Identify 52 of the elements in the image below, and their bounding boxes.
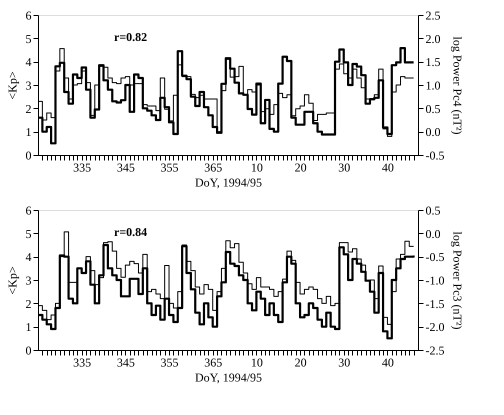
x-axis-title: DoY, 1994/95 <box>194 370 262 384</box>
y2-tick-label: -2.5 <box>426 344 444 358</box>
y2-tick-label: 0.5 <box>426 102 440 116</box>
y-tick-label: 6 <box>26 204 32 218</box>
y-tick-label: 4 <box>26 55 32 70</box>
y2-tick-label: -0.5 <box>426 250 444 264</box>
y2-tick-label: -2.0 <box>426 320 444 334</box>
x-tick-label: 365 <box>204 160 222 174</box>
y2-tick-label: 2.0 <box>426 32 440 46</box>
y2-tick-label: 1.0 <box>426 78 440 92</box>
x-tick-label: 20 <box>294 356 307 370</box>
y-tick-label: 0 <box>26 344 32 358</box>
y-axis-title: <Kp> <box>6 71 20 100</box>
annotation: r=0.84 <box>114 225 148 239</box>
y2-axis-title: log Power Pc3 (nT²) <box>450 232 464 330</box>
y2-tick-label: 2.5 <box>426 8 440 22</box>
y-tick-label: 2 <box>26 296 32 311</box>
y-tick-label: 2 <box>26 102 32 116</box>
x-tick-label: 10 <box>250 356 263 370</box>
x-tick-label: 10 <box>250 160 263 174</box>
x-axis-title: DoY, 1994/95 <box>194 176 262 190</box>
x-tick-label: 355 <box>160 356 179 370</box>
y-tick-label: 0 <box>26 148 32 162</box>
x-tick-label: 20 <box>294 160 307 174</box>
y2-tick-label: -0.5 <box>426 148 444 162</box>
y-tick-label: 4 <box>26 250 32 264</box>
x-tick-label: 345 <box>116 356 135 370</box>
annotation: r=0.82 <box>114 30 148 44</box>
y-tick-label: 1 <box>26 320 32 334</box>
y-tick-label: 5 <box>26 32 32 46</box>
x-tick-label: 30 <box>338 160 350 174</box>
y-tick-label: 3 <box>26 274 32 288</box>
y-tick-label: 1 <box>26 125 32 140</box>
y2-axis-title: log Power Pc4 (nT²) <box>450 36 464 134</box>
x-tick-label: 345 <box>116 160 135 174</box>
x-tick-label: 40 <box>382 160 394 174</box>
x-tick-label: 40 <box>382 356 394 370</box>
y2-tick-label: 0.0 <box>426 226 440 241</box>
y2-tick-label: -1.0 <box>426 274 444 288</box>
y2-tick-label: 1.5 <box>426 55 440 70</box>
y-tick-label: 3 <box>26 78 32 92</box>
x-tick-label: 335 <box>73 356 92 370</box>
x-tick-label: 355 <box>160 160 179 174</box>
x-tick-label: 30 <box>338 356 350 370</box>
x-tick-label: 365 <box>204 356 222 370</box>
y2-tick-label: 0.0 <box>426 125 440 140</box>
x-tick-label: 335 <box>73 160 92 174</box>
y-axis-title: <Kp> <box>6 266 20 295</box>
y-tick-label: 6 <box>26 8 32 22</box>
y2-tick-label: -1.5 <box>426 296 444 311</box>
y-tick-label: 5 <box>26 226 32 241</box>
y2-tick-label: 0.5 <box>426 204 440 218</box>
